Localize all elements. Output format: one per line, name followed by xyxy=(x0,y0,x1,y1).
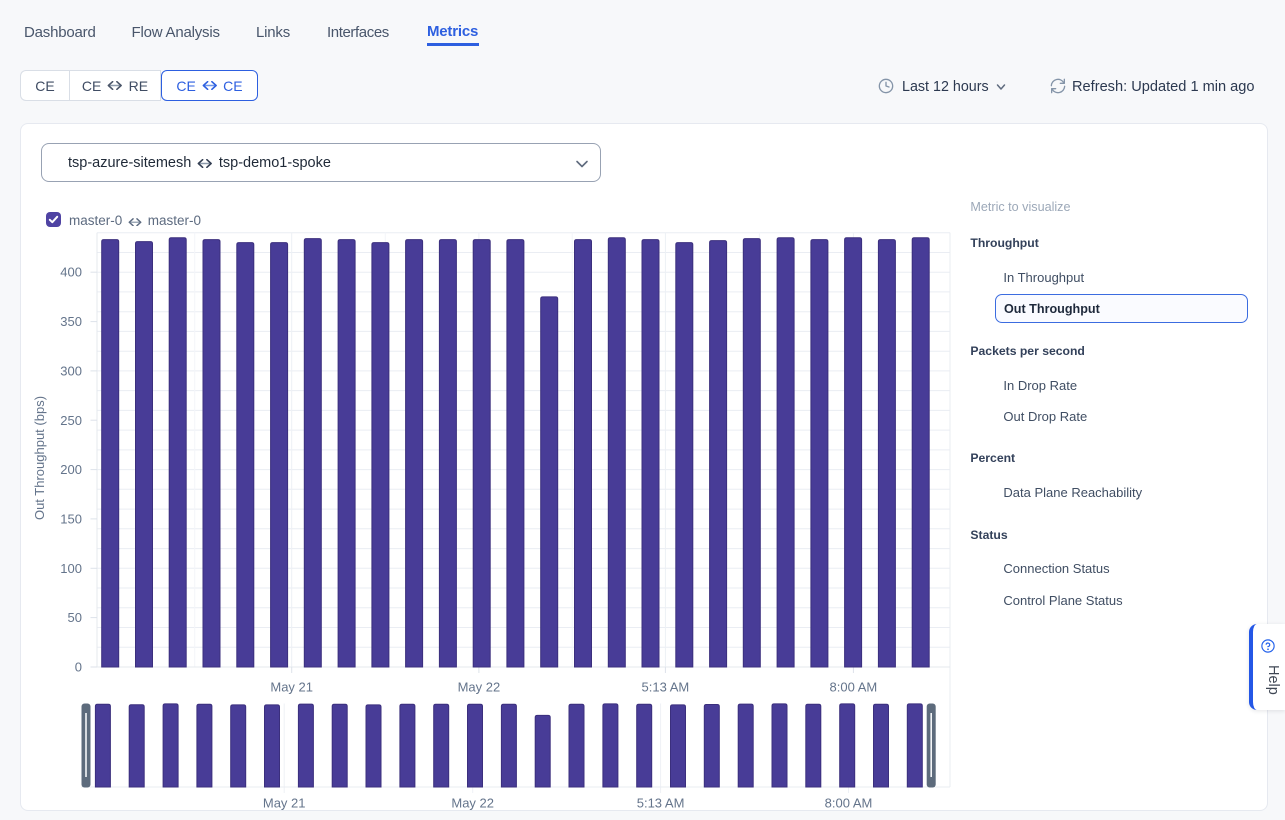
svg-text:8:00 AM: 8:00 AM xyxy=(830,680,878,695)
svg-text:50: 50 xyxy=(68,610,82,625)
svg-text:400: 400 xyxy=(60,265,82,280)
svg-text:8:00 AM: 8:00 AM xyxy=(825,796,873,811)
svg-text:May 22: May 22 xyxy=(458,680,501,695)
svg-text:200: 200 xyxy=(60,462,82,477)
svg-text:150: 150 xyxy=(60,511,82,526)
svg-text:100: 100 xyxy=(60,561,82,576)
svg-text:May 21: May 21 xyxy=(263,796,306,811)
svg-text:5:13 AM: 5:13 AM xyxy=(637,796,685,811)
svg-text:5:13 AM: 5:13 AM xyxy=(642,680,690,695)
svg-text:350: 350 xyxy=(60,314,82,329)
svg-text:May 21: May 21 xyxy=(270,680,313,695)
svg-text:0: 0 xyxy=(75,660,82,675)
svg-text:Out Throughput (bps): Out Throughput (bps) xyxy=(32,396,47,520)
svg-text:300: 300 xyxy=(60,363,82,378)
svg-text:250: 250 xyxy=(60,413,82,428)
svg-text:May 22: May 22 xyxy=(451,796,494,811)
